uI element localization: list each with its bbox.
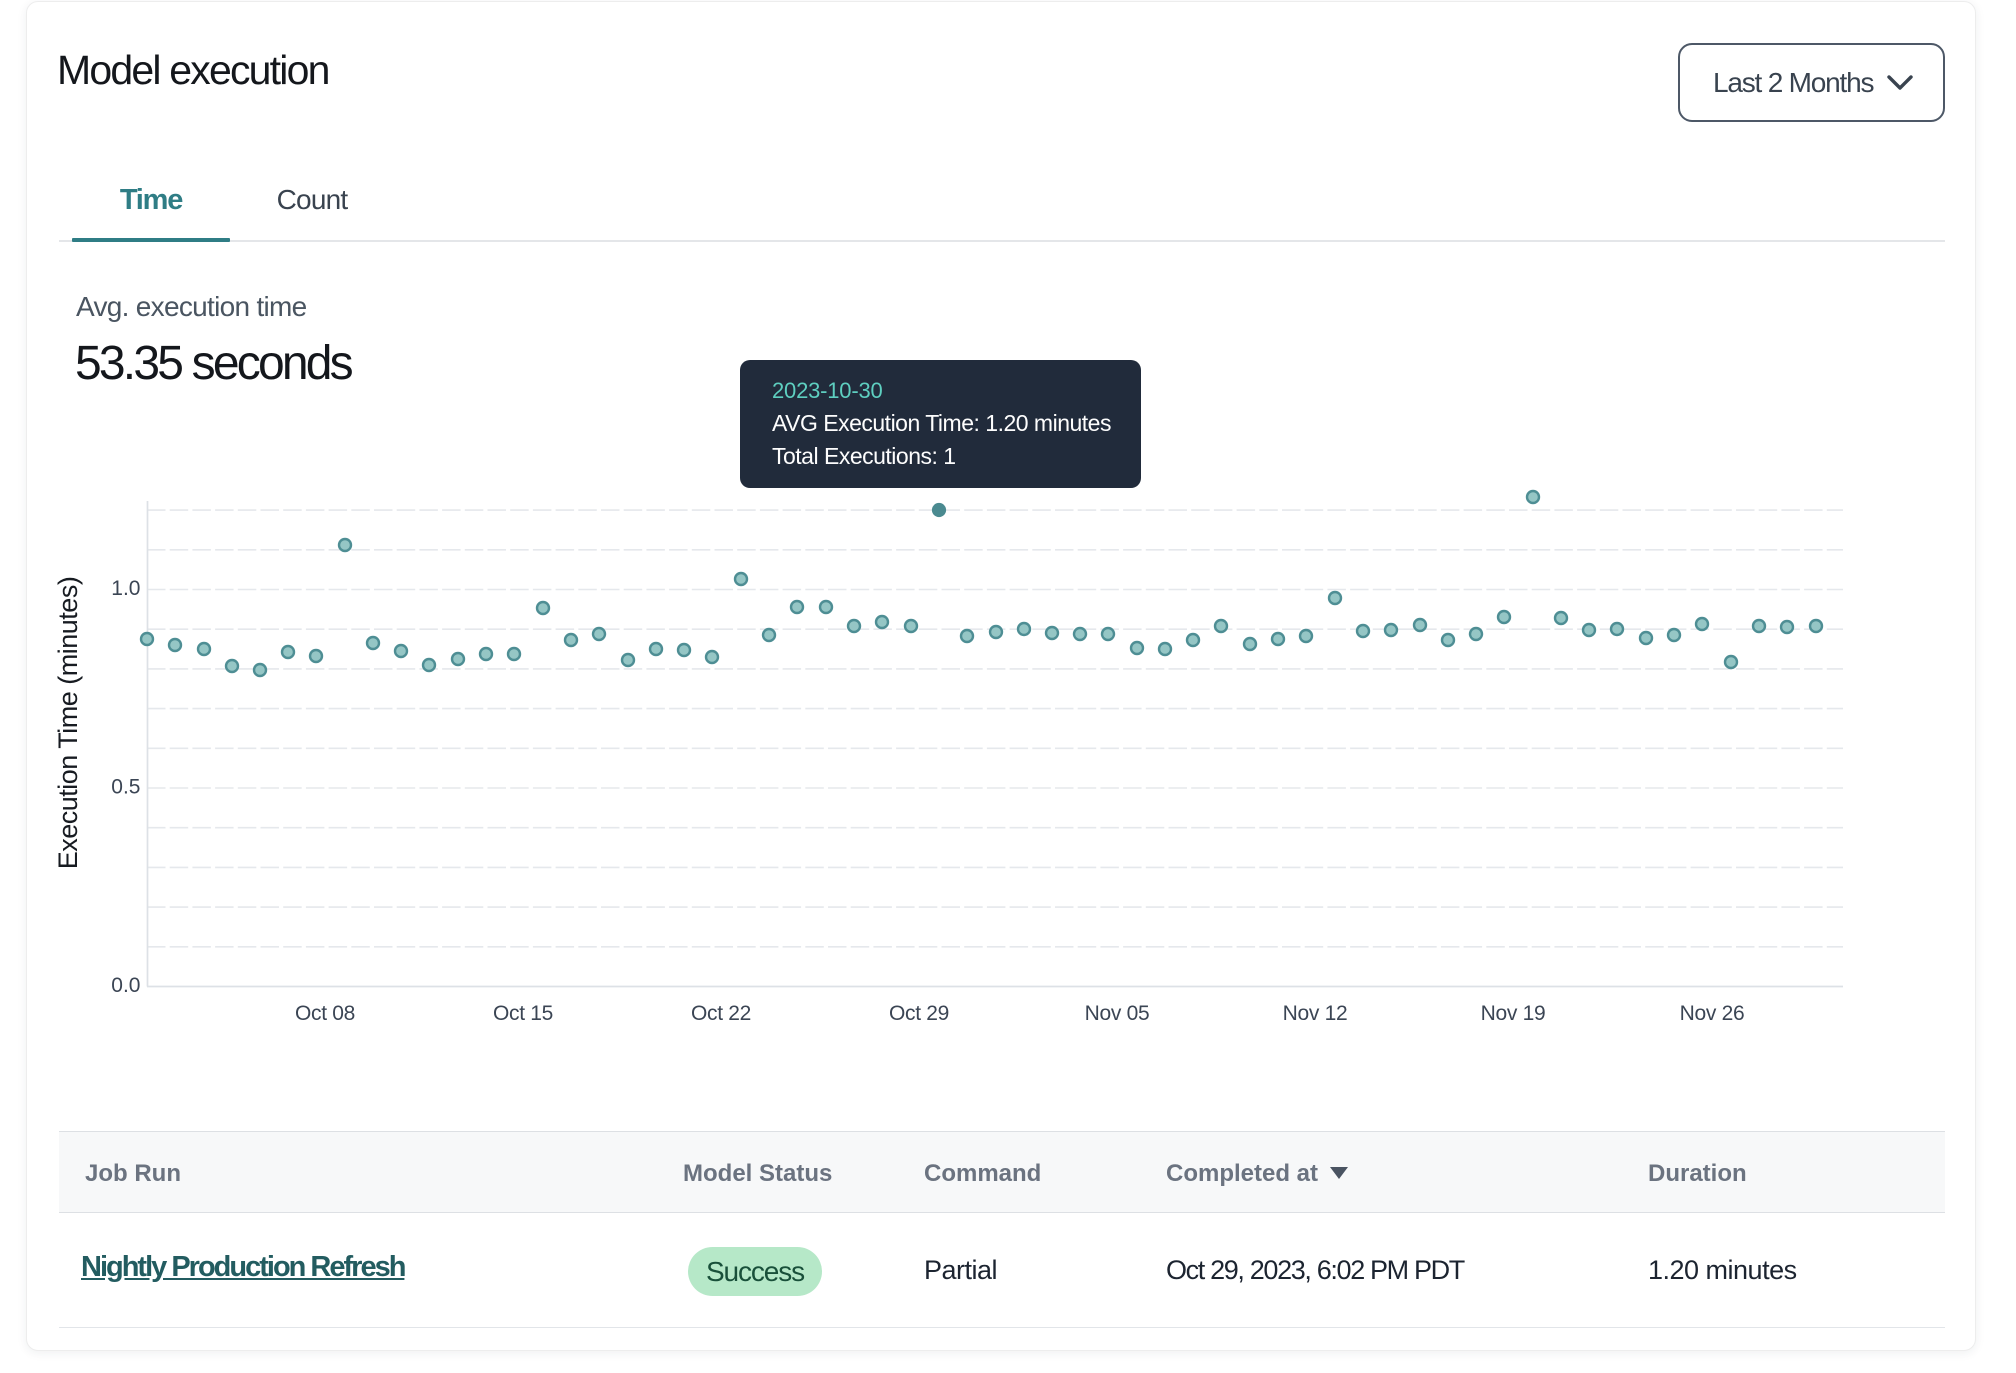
svg-text:Nov 26: Nov 26 — [1680, 1002, 1745, 1025]
svg-text:0.0: 0.0 — [111, 974, 140, 997]
svg-text:Nov 12: Nov 12 — [1283, 1002, 1348, 1025]
svg-text:Oct 08: Oct 08 — [295, 1002, 355, 1025]
svg-text:Oct 22: Oct 22 — [691, 1002, 751, 1025]
svg-text:Nov 05: Nov 05 — [1085, 1002, 1150, 1025]
svg-text:Execution Time (minutes): Execution Time (minutes) — [53, 577, 83, 870]
svg-text:Oct 29: Oct 29 — [889, 1002, 949, 1025]
svg-text:Oct 15: Oct 15 — [493, 1002, 553, 1025]
svg-text:Nov 19: Nov 19 — [1481, 1002, 1546, 1025]
svg-text:0.5: 0.5 — [111, 776, 140, 799]
svg-text:1.0: 1.0 — [111, 577, 140, 600]
